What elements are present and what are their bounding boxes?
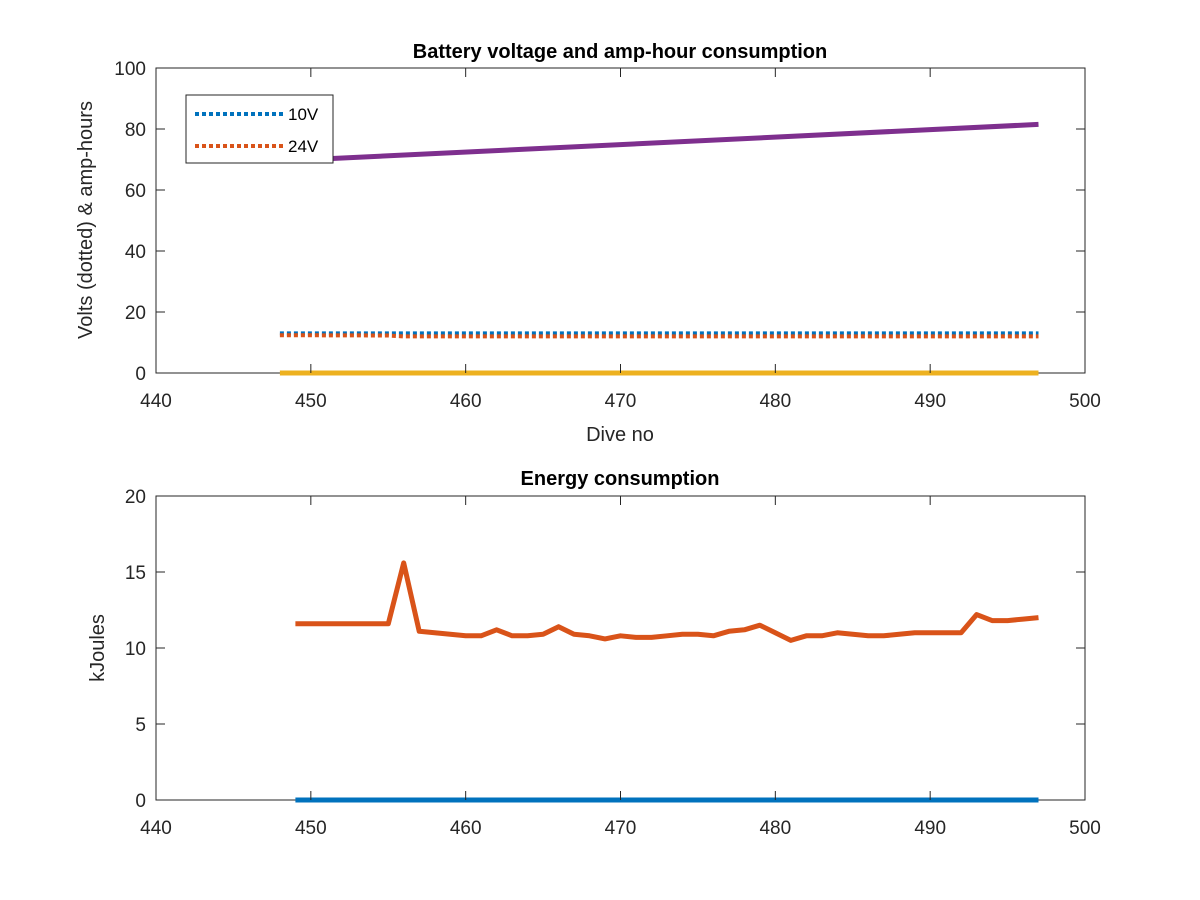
voltage-plot-y-tick-label: 100 xyxy=(114,59,146,80)
energy-plot-series-line-2 xyxy=(295,560,1039,643)
energy-plot: Energy consumption kJoules 440 450 460 470 4… xyxy=(87,468,1101,839)
voltage-plot-x-axis-label: Dive no xyxy=(586,424,654,446)
voltage-plot-x-tick-label: 460 xyxy=(450,391,482,412)
energy-plot-y-tick-label: 10 xyxy=(125,639,146,660)
voltage-plot-y-tick-label: 60 xyxy=(125,181,146,202)
voltage-plot-series-line-3 xyxy=(279,121,1039,164)
voltage-plot-y-tick-label: 0 xyxy=(135,364,146,385)
energy-plot-y-tick-label: 0 xyxy=(135,791,146,812)
energy-plot-y-tick-label: 20 xyxy=(125,487,146,508)
energy-plot-y-tick-label: 15 xyxy=(125,563,146,584)
voltage-plot-y-axis-label: Volts (dotted) & amp-hours xyxy=(75,101,97,339)
voltage-plot-y-tick-label: 40 xyxy=(125,242,146,263)
voltage-plot: Battery voltage and amp-hour consumption… xyxy=(75,41,1101,446)
voltage-plot-x-tick-label: 480 xyxy=(759,391,791,412)
voltage-plot-legend: 10V 24V xyxy=(185,94,334,164)
voltage-plot-x-tick-label: 490 xyxy=(914,391,946,412)
energy-plot-title: Energy consumption xyxy=(521,468,720,490)
energy-plot-ticks: 440 450 460 470 480 490 500 0 5 10 15 20 xyxy=(125,487,1101,839)
voltage-plot-series xyxy=(279,121,1039,376)
voltage-plot-x-tick-label: 440 xyxy=(140,391,172,412)
energy-plot-x-tick-label: 460 xyxy=(450,818,482,839)
energy-plot-y-tick-label: 5 xyxy=(135,715,146,736)
energy-plot-x-tick-label: 470 xyxy=(605,818,637,839)
voltage-plot-y-tick-label: 20 xyxy=(125,303,146,324)
energy-plot-x-tick-label: 480 xyxy=(759,818,791,839)
voltage-plot-title: Battery voltage and amp-hour consumption xyxy=(413,41,827,63)
voltage-plot-x-tick-label: 500 xyxy=(1069,391,1101,412)
energy-plot-axes-box xyxy=(155,495,1086,801)
legend-label-24v: 24V xyxy=(288,137,319,156)
energy-plot-series xyxy=(295,560,1039,803)
legend-box xyxy=(185,94,334,164)
voltage-plot-x-tick-label: 470 xyxy=(605,391,637,412)
energy-plot-y-axis-label: kJoules xyxy=(87,614,109,682)
voltage-plot-x-tick-label: 450 xyxy=(295,391,327,412)
energy-plot-x-tick-label: 500 xyxy=(1069,818,1101,839)
voltage-plot-ticks: 440 450 460 470 480 490 500 0 20 40 60 80 100 xyxy=(114,59,1101,412)
voltage-plot-y-tick-label: 80 xyxy=(125,120,146,141)
energy-plot-x-tick-label: 490 xyxy=(914,818,946,839)
energy-plot-x-tick-label: 450 xyxy=(295,818,327,839)
voltage-plot-series-line-24v xyxy=(279,333,1039,339)
legend-label-10v: 10V xyxy=(288,105,319,124)
energy-plot-x-tick-label: 440 xyxy=(140,818,172,839)
